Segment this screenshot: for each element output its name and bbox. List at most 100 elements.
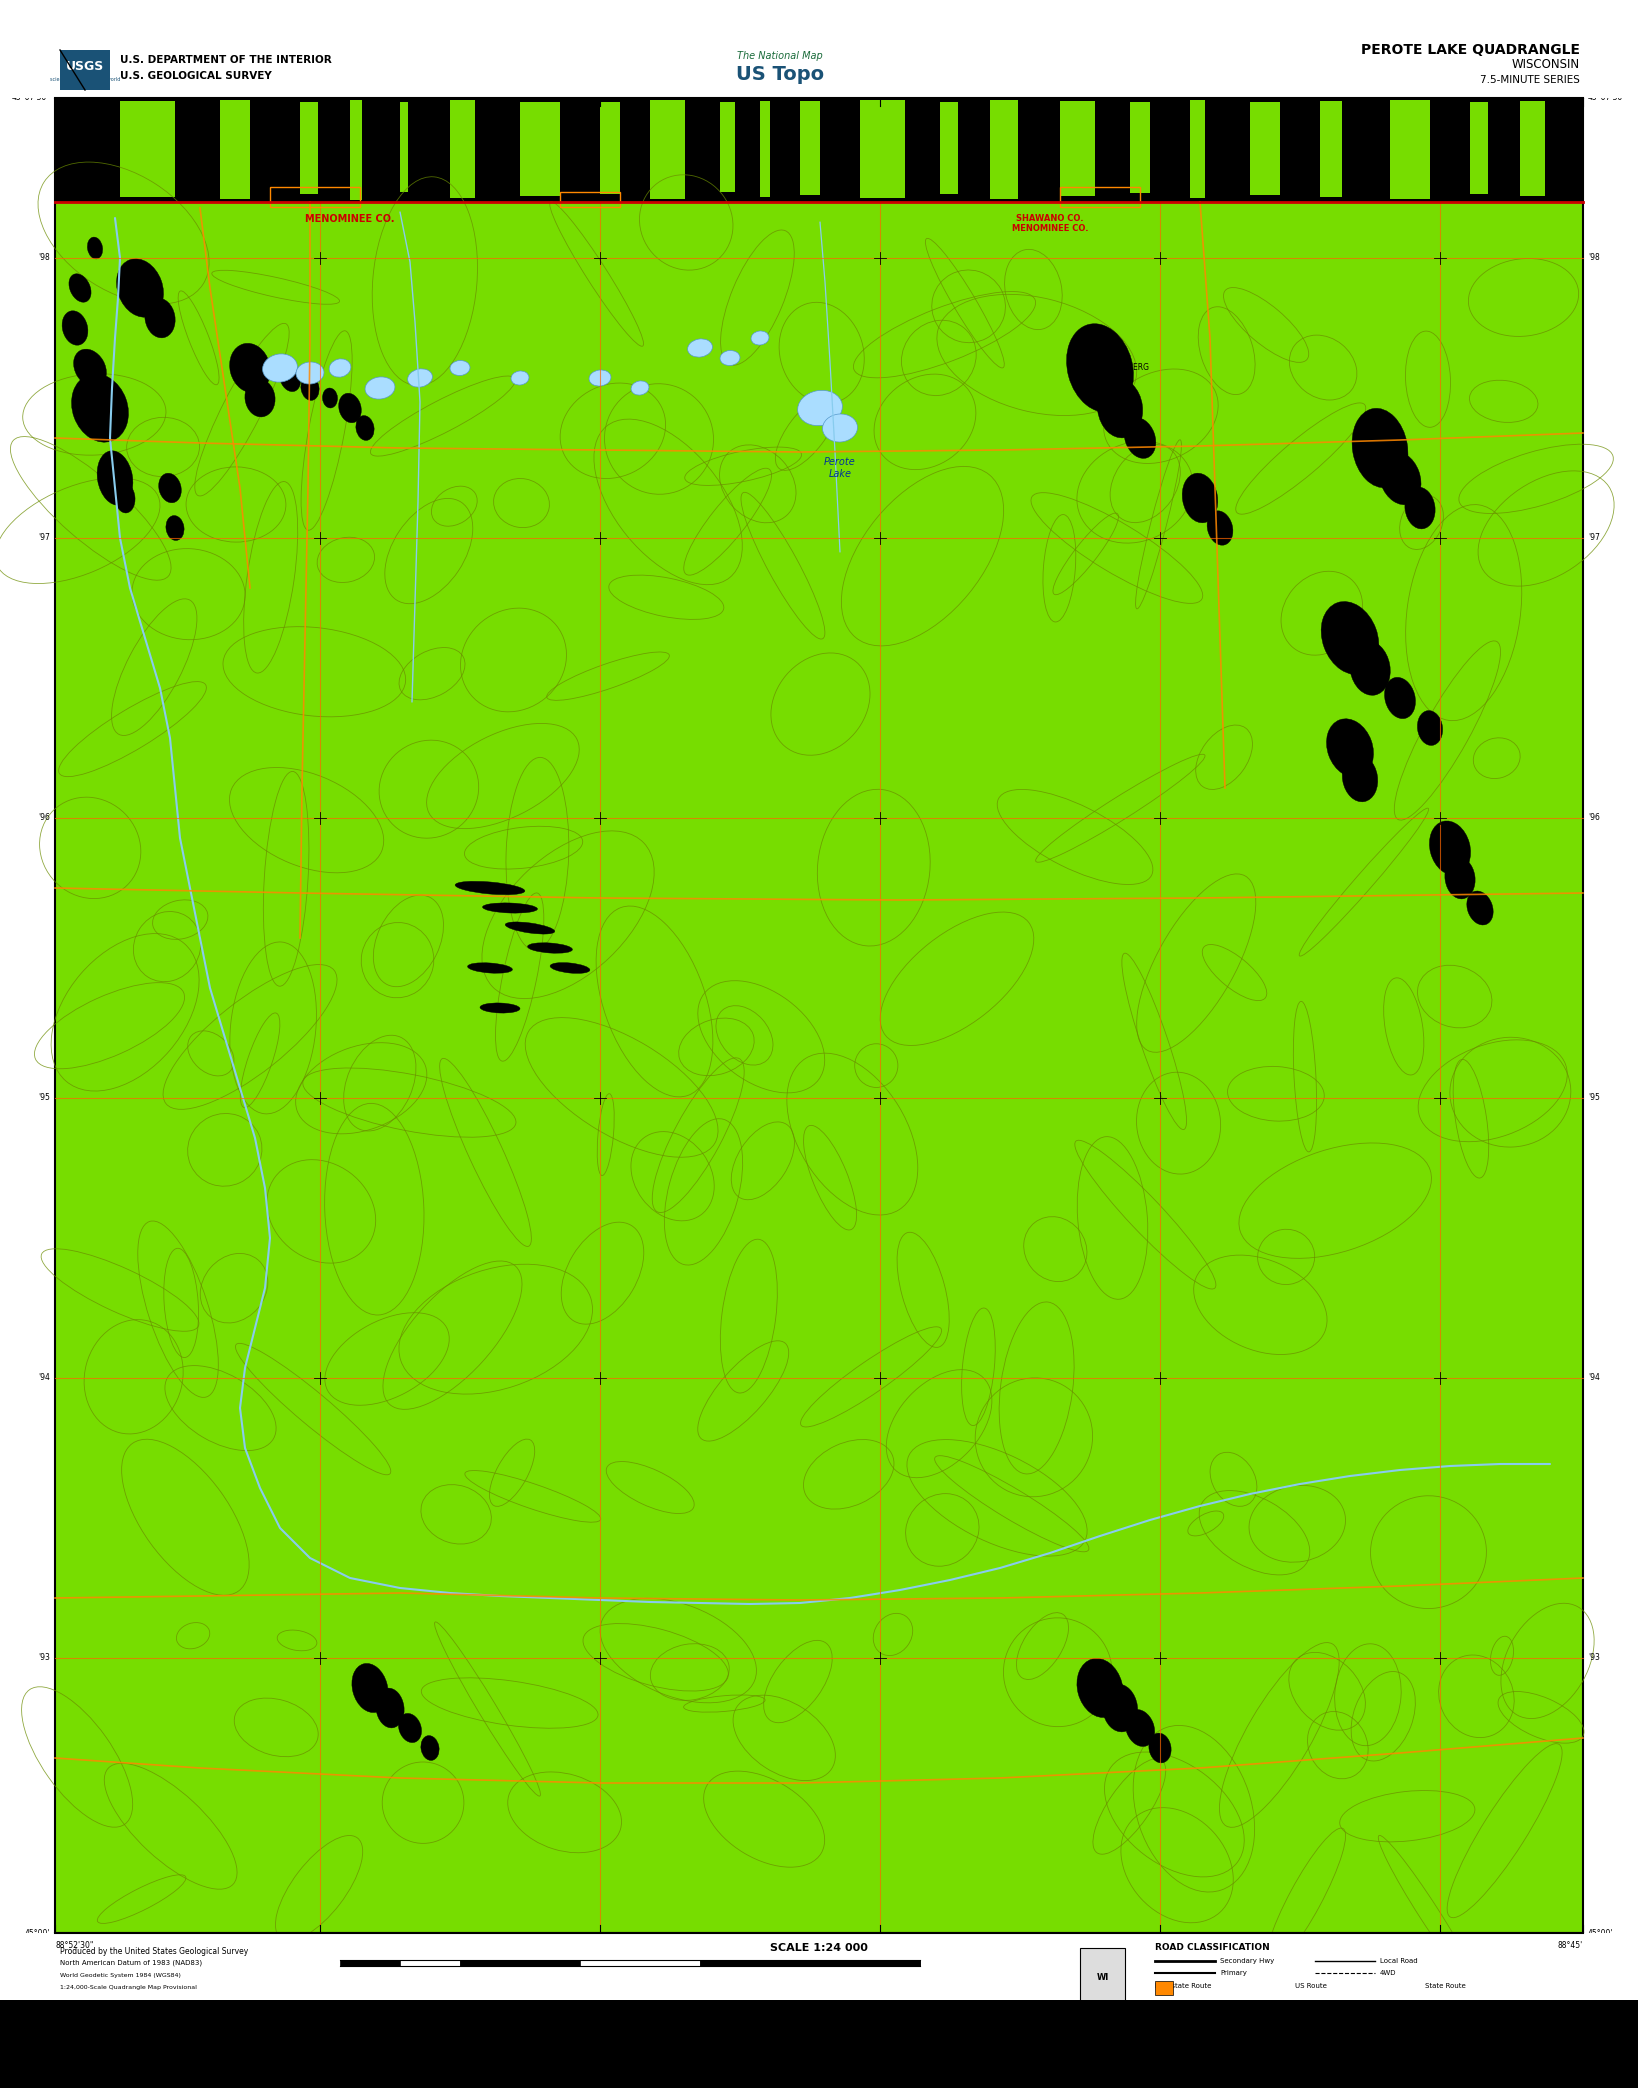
Bar xyxy=(460,1961,580,1967)
Bar xyxy=(1130,102,1150,192)
Text: PEROTE LAKE QUADRANGLE: PEROTE LAKE QUADRANGLE xyxy=(1361,44,1581,56)
Text: 45°07'30": 45°07'30" xyxy=(11,94,51,102)
Ellipse shape xyxy=(1384,677,1415,718)
Ellipse shape xyxy=(1350,641,1391,695)
Ellipse shape xyxy=(1148,1733,1171,1762)
Ellipse shape xyxy=(323,388,337,407)
Ellipse shape xyxy=(822,413,857,443)
Bar xyxy=(1189,100,1206,198)
Text: 88°07'30": 88°07'30" xyxy=(56,1944,93,1952)
Text: SCALE 1:24 000: SCALE 1:24 000 xyxy=(770,1944,868,1952)
Bar xyxy=(1250,102,1279,194)
Text: US Topo: US Topo xyxy=(735,65,824,84)
Bar xyxy=(600,102,621,194)
Bar xyxy=(940,102,958,194)
Bar xyxy=(1155,1982,1173,1994)
Bar xyxy=(519,102,560,196)
Ellipse shape xyxy=(246,380,275,418)
Ellipse shape xyxy=(1417,710,1443,745)
Text: '94: '94 xyxy=(38,1374,51,1382)
Bar xyxy=(400,1961,460,1967)
Ellipse shape xyxy=(1183,474,1217,522)
Bar xyxy=(1060,100,1094,196)
Bar xyxy=(1079,1948,1125,2002)
Ellipse shape xyxy=(1322,601,1379,674)
Bar xyxy=(1391,100,1430,198)
Ellipse shape xyxy=(97,451,133,505)
Ellipse shape xyxy=(115,482,134,514)
Text: WISCONSIN: WISCONSIN xyxy=(1512,58,1581,71)
Ellipse shape xyxy=(688,338,713,357)
Ellipse shape xyxy=(752,332,768,345)
Ellipse shape xyxy=(511,372,529,384)
Ellipse shape xyxy=(365,378,395,399)
Text: 7.5-MINUTE SERIES: 7.5-MINUTE SERIES xyxy=(1481,75,1581,86)
Text: 55: 55 xyxy=(595,79,604,88)
Ellipse shape xyxy=(455,881,524,896)
Bar xyxy=(1520,100,1545,196)
Text: 4WD: 4WD xyxy=(1379,1969,1397,1975)
Bar xyxy=(0,0,1638,98)
Bar xyxy=(989,100,1017,198)
Bar xyxy=(580,1961,699,1967)
Ellipse shape xyxy=(1076,1658,1124,1718)
Ellipse shape xyxy=(72,374,128,443)
Bar xyxy=(120,100,175,196)
Bar xyxy=(270,188,360,207)
Bar xyxy=(560,192,621,207)
Ellipse shape xyxy=(74,349,106,386)
Ellipse shape xyxy=(1207,512,1233,545)
Ellipse shape xyxy=(1405,487,1435,528)
Bar xyxy=(56,98,1582,203)
Ellipse shape xyxy=(450,361,470,376)
Bar xyxy=(351,100,362,200)
Text: U.S. DEPARTMENT OF THE INTERIOR: U.S. DEPARTMENT OF THE INTERIOR xyxy=(120,54,333,65)
Ellipse shape xyxy=(329,359,351,378)
Text: WI: WI xyxy=(1097,1973,1109,1982)
Text: 88°52'30": 88°52'30" xyxy=(56,1940,93,1950)
Bar xyxy=(450,100,475,198)
Ellipse shape xyxy=(1066,324,1133,411)
Ellipse shape xyxy=(116,259,164,317)
Text: World Geodetic System 1984 (WGS84): World Geodetic System 1984 (WGS84) xyxy=(61,1973,180,1977)
Bar xyxy=(56,98,1582,1933)
Bar xyxy=(300,102,318,194)
Ellipse shape xyxy=(480,1002,519,1013)
Text: North American Datum of 1983 (NAD83): North American Datum of 1983 (NAD83) xyxy=(61,1961,201,1967)
Ellipse shape xyxy=(1102,1685,1138,1731)
Ellipse shape xyxy=(339,393,362,422)
Bar xyxy=(400,102,408,192)
Text: science for a changing world: science for a changing world xyxy=(49,77,120,84)
Text: '94: '94 xyxy=(1587,1374,1600,1382)
Bar xyxy=(0,1933,1638,2000)
Bar xyxy=(1060,188,1140,207)
Text: 47°00': 47°00' xyxy=(1558,1944,1582,1952)
Ellipse shape xyxy=(483,902,537,912)
Text: State Route: State Route xyxy=(1425,1984,1466,1990)
Text: U.S. GEOLOGICAL SURVEY: U.S. GEOLOGICAL SURVEY xyxy=(120,71,272,81)
Bar xyxy=(721,102,735,192)
Ellipse shape xyxy=(165,516,183,541)
Ellipse shape xyxy=(467,963,513,973)
Ellipse shape xyxy=(1342,754,1378,802)
Text: 56: 56 xyxy=(1155,79,1165,88)
Ellipse shape xyxy=(1351,409,1409,489)
Text: 88°07'30": 88°07'30" xyxy=(56,79,93,88)
Ellipse shape xyxy=(1379,451,1422,505)
Ellipse shape xyxy=(69,274,92,303)
Text: Local Road: Local Road xyxy=(1379,1959,1417,1965)
Ellipse shape xyxy=(262,353,298,382)
Bar xyxy=(0,2000,1638,2088)
Bar xyxy=(799,100,821,194)
Bar xyxy=(1320,100,1342,196)
Ellipse shape xyxy=(1124,418,1156,459)
Ellipse shape xyxy=(352,1664,388,1712)
Ellipse shape xyxy=(1097,378,1143,438)
Bar xyxy=(341,1961,400,1967)
Ellipse shape xyxy=(296,361,324,384)
Bar xyxy=(61,50,110,90)
Text: SHAWANO CO.
MENOMINEE CO.: SHAWANO CO. MENOMINEE CO. xyxy=(1012,213,1088,234)
Ellipse shape xyxy=(421,1735,439,1760)
Text: ROAD CLASSIFICATION: ROAD CLASSIFICATION xyxy=(1155,1944,1269,1952)
Text: 57: 57 xyxy=(1435,79,1445,88)
